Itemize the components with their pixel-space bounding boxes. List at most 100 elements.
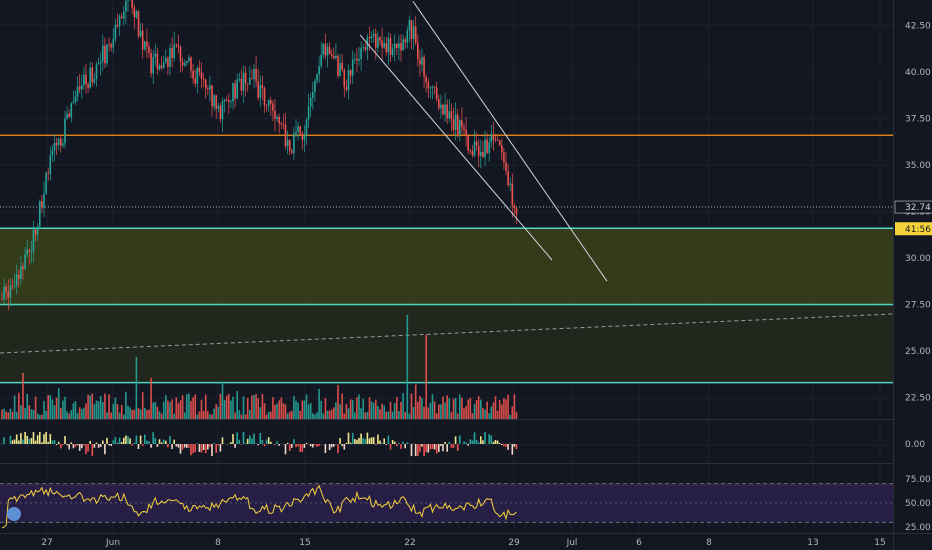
candle-body [509, 183, 511, 186]
volume-bar [475, 399, 478, 419]
volume-bar [498, 400, 501, 419]
candle-body [498, 140, 501, 145]
volume-bar [64, 396, 66, 419]
oscillator-bar [171, 444, 173, 450]
candles [1, 0, 518, 311]
candle-body [280, 123, 283, 125]
candle-body [261, 85, 264, 89]
candle-body [15, 274, 18, 286]
volume-bar [144, 407, 146, 419]
volume-bar [509, 414, 511, 419]
oscillator-bar [141, 444, 144, 447]
volume-bar [173, 413, 175, 419]
volume-bar [465, 405, 467, 419]
oscillator-bar [72, 444, 75, 449]
oscillator-bar [513, 444, 516, 447]
volume-bar [440, 404, 442, 419]
candle-body [133, 7, 136, 18]
candle-body [1, 298, 3, 300]
volume-bar [490, 406, 493, 419]
candle-body [141, 30, 144, 50]
volume-bar [70, 410, 73, 419]
candle-body [55, 142, 58, 146]
candle-body [57, 138, 60, 146]
volume-bar [43, 400, 45, 419]
volume-bar [179, 400, 182, 419]
volume-bar [202, 410, 205, 419]
candle-body [41, 201, 43, 208]
oscillator-bar [87, 444, 89, 452]
oscillator-bar [366, 432, 369, 444]
volume-bar [221, 381, 224, 419]
oscillator-bar [444, 442, 446, 444]
candle-body [108, 44, 110, 46]
volume-bar [137, 408, 140, 419]
candle-body [28, 249, 31, 252]
candle-body [251, 78, 253, 80]
candle-body [87, 84, 89, 88]
volume-bar [322, 413, 325, 419]
oscillator-bar [288, 444, 291, 451]
volume-bar [364, 412, 367, 419]
volume-bar [293, 395, 295, 419]
volume-bar [383, 405, 385, 419]
volume-bar [341, 393, 343, 419]
time-tick-label: 15 [299, 538, 310, 548]
volume-bar [253, 395, 255, 419]
oscillator-bar [234, 444, 236, 448]
candle-body [186, 60, 188, 64]
volume-bar [102, 401, 104, 419]
oscillator-bar [425, 444, 427, 453]
candle-body [5, 286, 7, 292]
oscillator-bar [83, 444, 85, 446]
candle-body [438, 99, 440, 109]
oscillator-bar [349, 442, 352, 444]
oscillator-bar [244, 443, 247, 444]
candle-body [293, 133, 295, 153]
volume-bar [328, 410, 331, 419]
candle-body [309, 97, 312, 107]
candle-body [68, 113, 70, 118]
volume-bar [303, 400, 306, 419]
volume-bar [230, 400, 232, 419]
volume-bar [414, 384, 417, 419]
oscillator-bar [301, 444, 304, 453]
volume-bar [131, 409, 133, 419]
volume-bar [81, 408, 83, 419]
candle-body [240, 78, 243, 91]
candle-body [276, 116, 278, 119]
price-tick-label: 25.00 [905, 347, 931, 357]
candle-body [234, 83, 236, 99]
price-tick-label: 35.00 [905, 161, 931, 171]
candle-body [20, 266, 22, 279]
candle-body [246, 83, 249, 85]
candle-body [47, 172, 49, 174]
candle-body [219, 105, 222, 120]
candle-body [97, 63, 100, 65]
candle-body [440, 104, 442, 109]
candle-body [360, 47, 362, 59]
oscillator-bar [49, 433, 52, 444]
oscillator-bar [312, 444, 314, 448]
candle-body [204, 79, 207, 89]
volume-bar [188, 393, 190, 419]
oscillator-bar [341, 444, 343, 447]
oscillator-bar [375, 444, 377, 445]
oscillator-bar [150, 444, 152, 448]
volume-bar [295, 400, 297, 419]
candle-body [22, 266, 24, 270]
candle-body [13, 285, 16, 287]
candle-body [507, 171, 509, 186]
candle-body [341, 62, 343, 71]
oscillator-bar [265, 439, 268, 444]
candle-body [217, 105, 220, 109]
oscillator-bar [421, 444, 423, 447]
candle-body [160, 65, 163, 68]
oscillator-bar [106, 437, 108, 444]
oscillator-bar [99, 444, 102, 447]
oscillator-bar [511, 444, 514, 455]
volume-bar [204, 394, 207, 419]
candle-body [316, 74, 318, 81]
